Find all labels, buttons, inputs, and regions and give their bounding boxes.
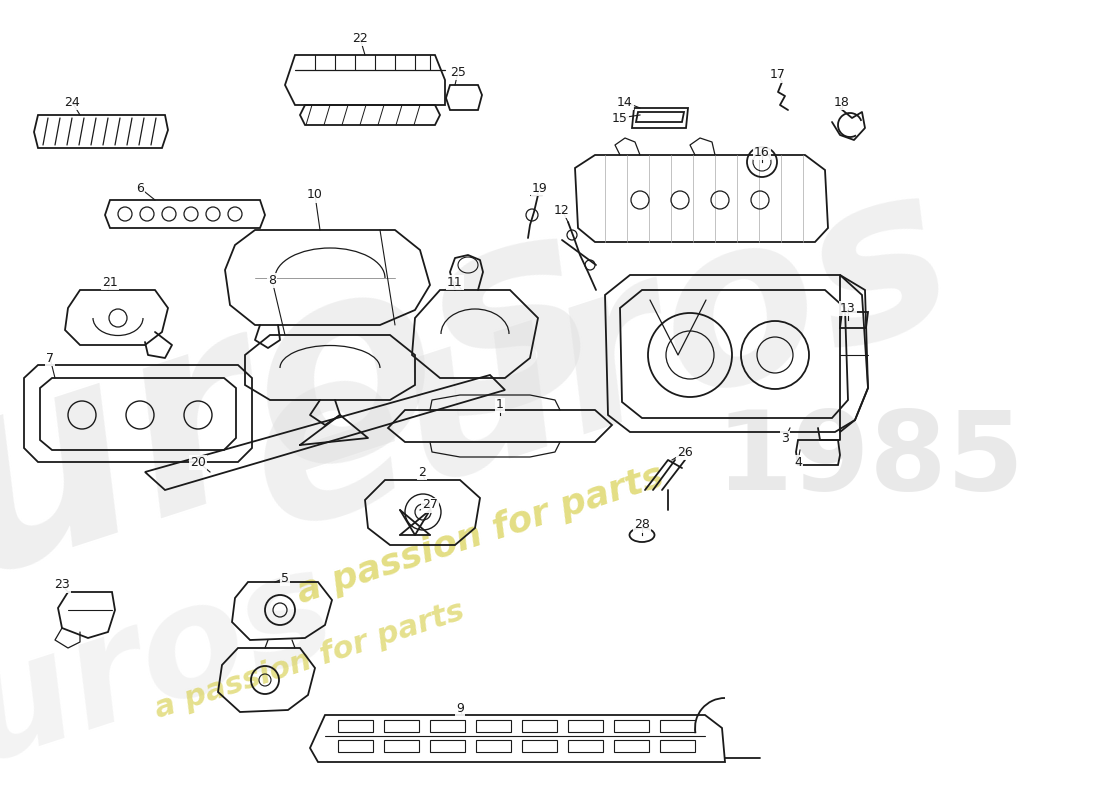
Text: 2: 2	[418, 466, 426, 478]
Text: 14: 14	[617, 95, 632, 109]
Text: 9: 9	[456, 702, 464, 714]
Text: a passion for parts: a passion for parts	[293, 459, 668, 610]
Text: 4: 4	[794, 455, 802, 469]
Text: 10: 10	[307, 189, 323, 202]
Text: 27: 27	[422, 498, 438, 511]
Text: 1985: 1985	[715, 406, 1024, 514]
Text: 15: 15	[612, 111, 628, 125]
Text: 16: 16	[755, 146, 770, 158]
Text: 17: 17	[770, 69, 785, 82]
Text: 1: 1	[496, 398, 504, 411]
Text: 24: 24	[64, 95, 80, 109]
Text: euros: euros	[221, 142, 979, 578]
Text: 19: 19	[532, 182, 548, 194]
Text: 20: 20	[190, 455, 206, 469]
Text: 21: 21	[102, 275, 118, 289]
Text: 28: 28	[634, 518, 650, 531]
Text: 22: 22	[352, 31, 367, 45]
Text: a passion for parts: a passion for parts	[152, 596, 469, 724]
Text: 3: 3	[781, 431, 789, 445]
Text: 5: 5	[280, 571, 289, 585]
Text: euros: euros	[0, 534, 353, 800]
Text: 11: 11	[447, 275, 463, 289]
Text: 13: 13	[840, 302, 856, 314]
Text: 7: 7	[46, 351, 54, 365]
Text: 8: 8	[268, 274, 276, 286]
Text: 26: 26	[678, 446, 693, 458]
Text: 18: 18	[834, 95, 850, 109]
Text: 25: 25	[450, 66, 466, 78]
Text: 12: 12	[554, 203, 570, 217]
Text: 6: 6	[136, 182, 144, 194]
Text: euros: euros	[0, 173, 628, 687]
Text: 23: 23	[54, 578, 70, 591]
